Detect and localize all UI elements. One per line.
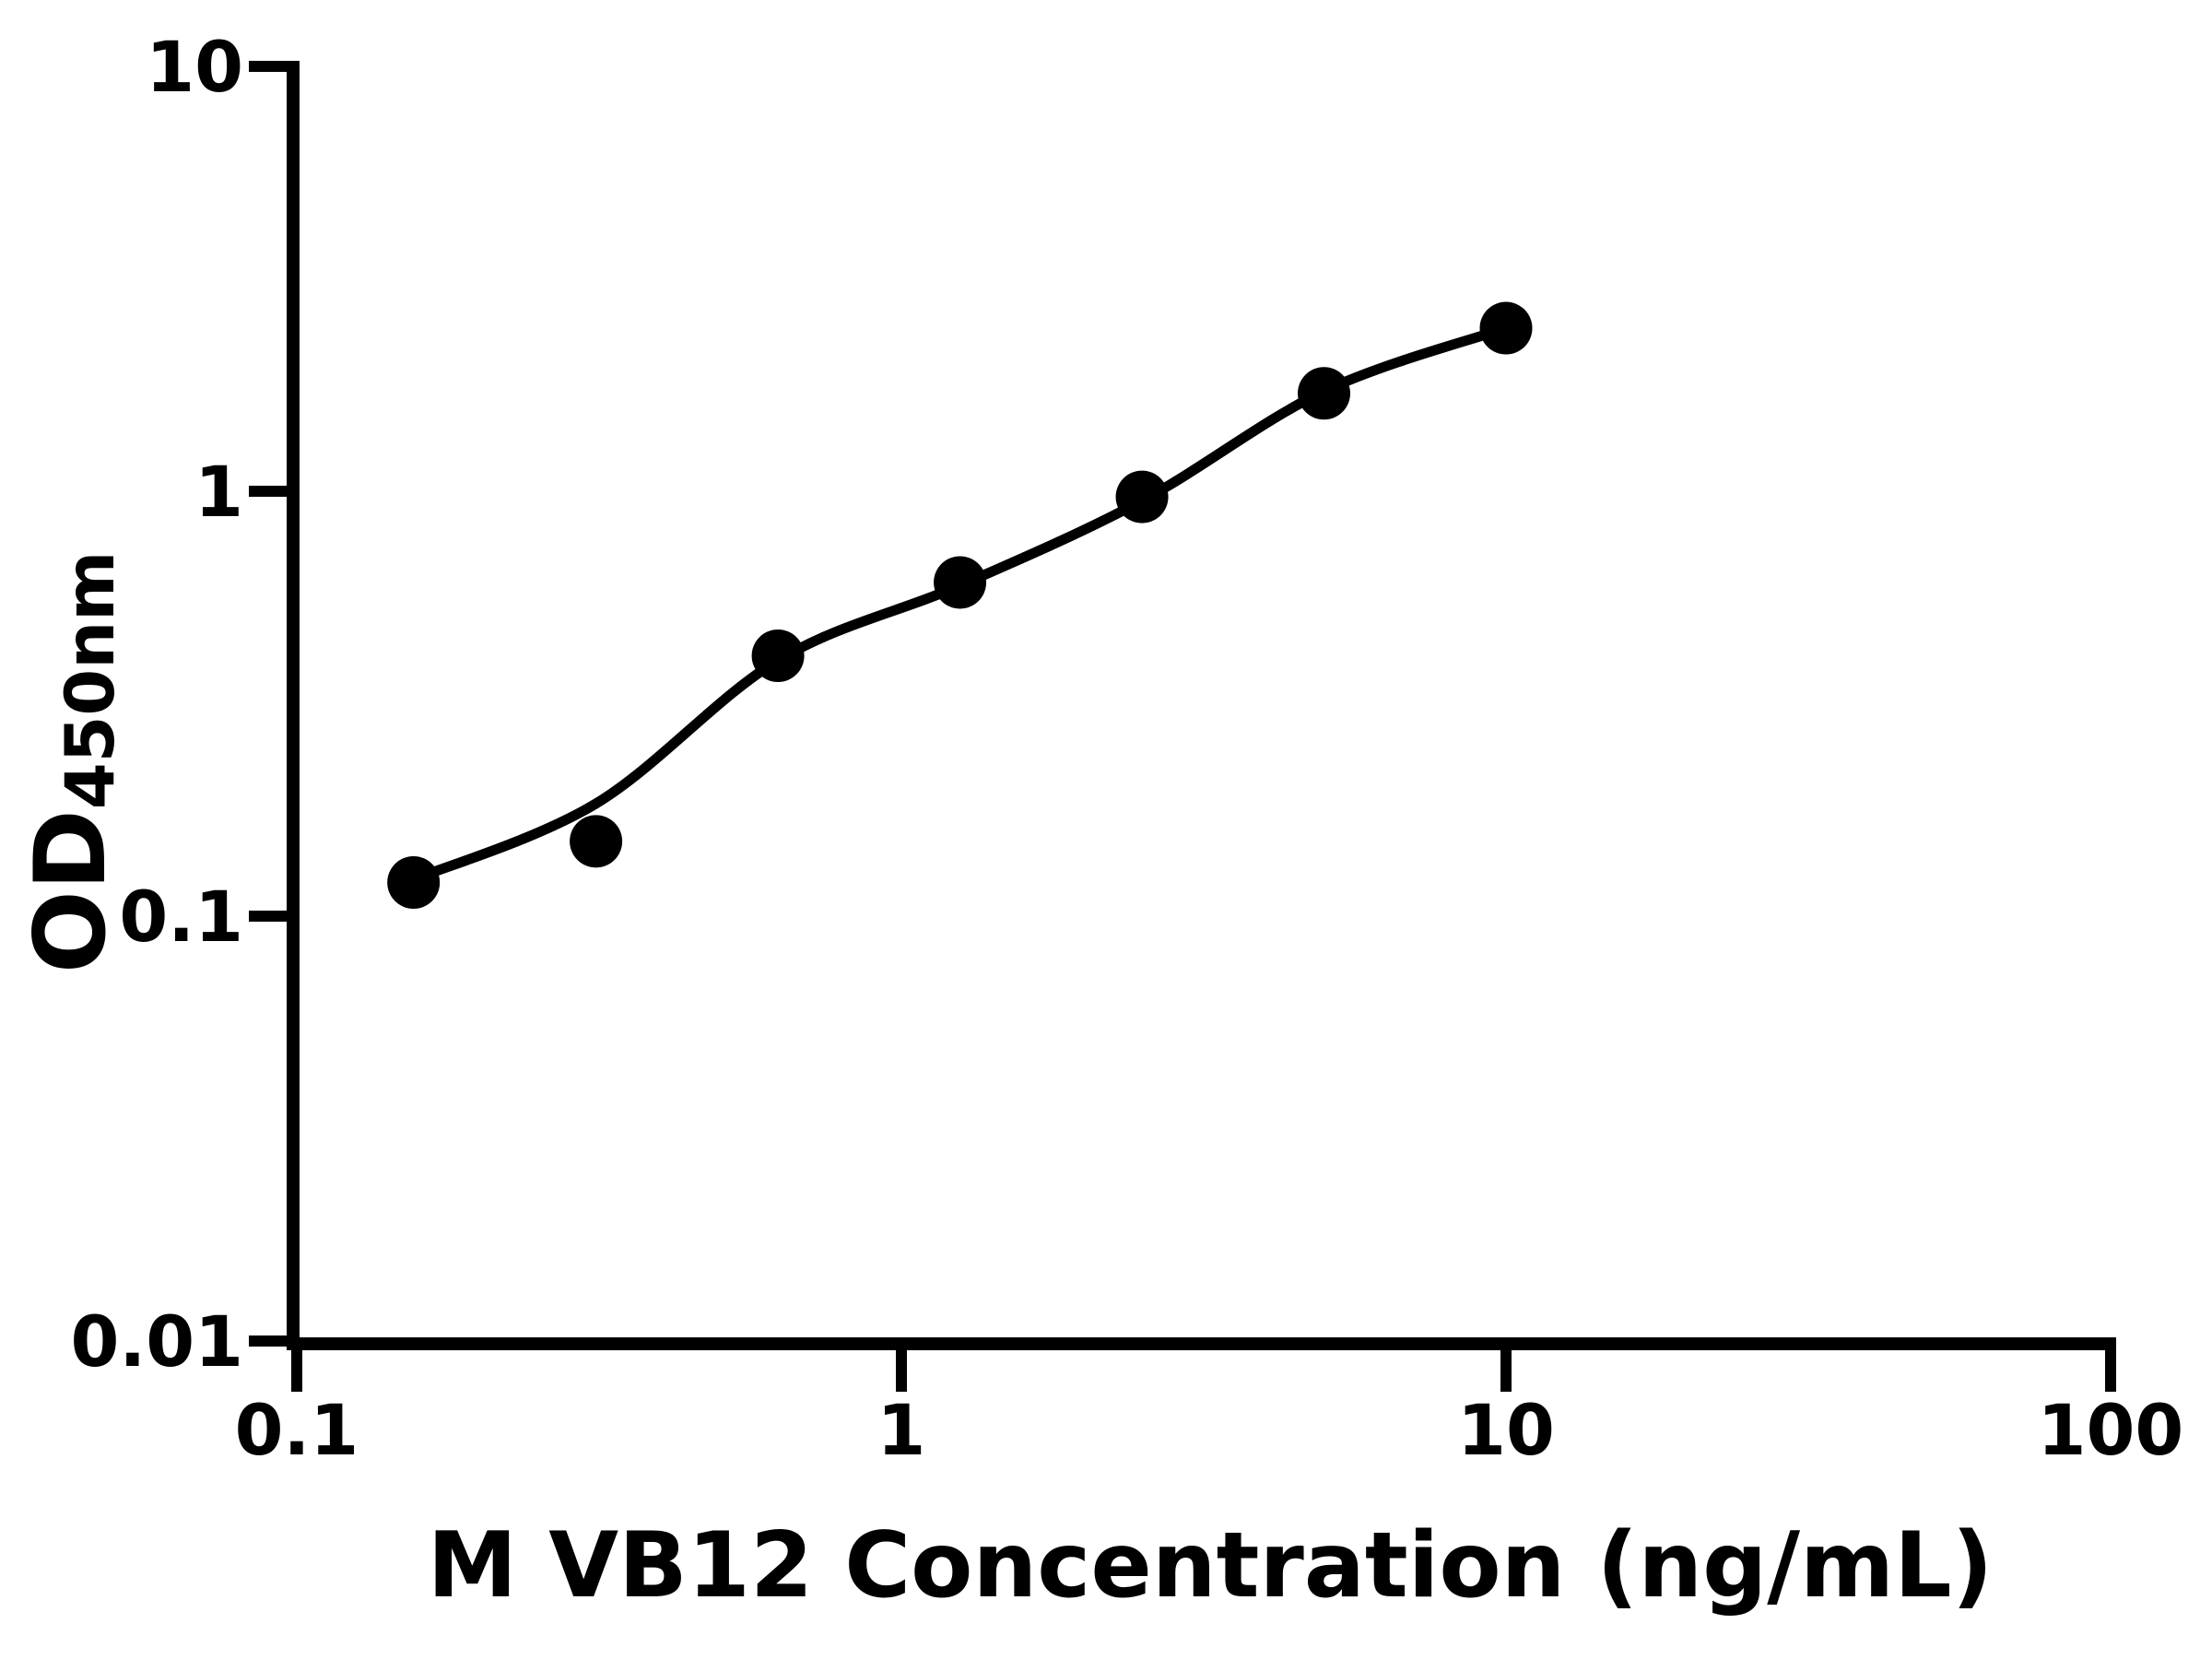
data-point <box>751 629 805 683</box>
y-tick-label: 10 <box>146 26 243 108</box>
data-point <box>1298 367 1351 420</box>
x-axis-title: M VB12 Concentration (ng/mL) <box>428 1513 1994 1618</box>
data-point <box>934 556 987 609</box>
y-axis-title-main: OD <box>14 809 127 973</box>
y-axis-title: OD450nm <box>14 551 130 974</box>
data-point <box>1479 301 1533 355</box>
data-point <box>570 815 623 868</box>
x-tick-label: 100 <box>2038 1389 2184 1471</box>
x-tick-label: 0.1 <box>235 1389 359 1471</box>
data-point <box>387 855 441 909</box>
y-axis-ticks <box>249 61 288 1347</box>
x-axis-tick-labels: 0.1 1 10 100 <box>235 1389 2184 1471</box>
y-tick-label: 1 <box>194 451 243 533</box>
x-tick-label: 10 <box>1457 1389 1555 1471</box>
x-axis-ticks <box>291 1350 2116 1392</box>
x-tick-label: 1 <box>877 1389 926 1471</box>
data-point-markers <box>387 301 1533 909</box>
data-point <box>1115 470 1169 524</box>
y-tick-label: 0.1 <box>119 876 243 958</box>
y-axis-tick-labels: 10 1 0.1 0.01 <box>70 26 243 1382</box>
y-tick-label: 0.01 <box>70 1300 243 1382</box>
y-axis-title-subscript: 450nm <box>52 551 130 809</box>
